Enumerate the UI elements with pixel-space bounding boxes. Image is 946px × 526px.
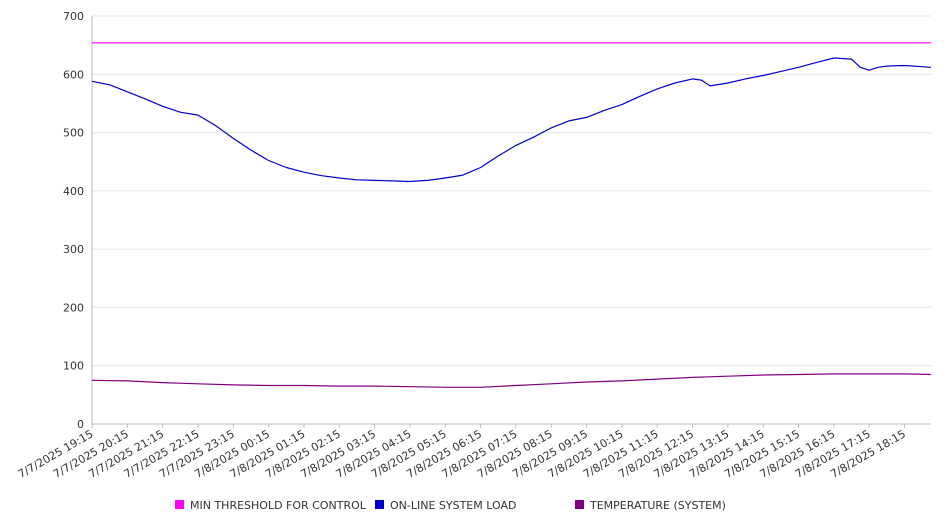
- legend-label: TEMPERATURE (SYSTEM): [589, 499, 726, 512]
- y-tick-label: 500: [63, 127, 84, 140]
- series-lines: [91, 42, 932, 388]
- legend: MIN THRESHOLD FOR CONTROL ON-LINE SYSTEM …: [175, 499, 726, 512]
- series-line-2: [91, 57, 932, 183]
- y-tick-label: 700: [63, 10, 84, 23]
- y-tick-label: 200: [63, 301, 84, 314]
- axes: [91, 16, 931, 428]
- legend-label: MIN THRESHOLD FOR CONTROL: [190, 499, 367, 512]
- y-tick-label: 400: [63, 185, 84, 198]
- legend-label: ON-LINE SYSTEM LOAD: [390, 499, 516, 512]
- legend-swatch: [375, 500, 384, 509]
- y-tick-label: 0: [77, 418, 84, 431]
- gridlines: [92, 15, 931, 425]
- y-tick-label: 300: [63, 243, 84, 256]
- y-tick-label: 100: [63, 360, 84, 373]
- series-line-3: [91, 373, 932, 388]
- y-axis-tick-labels: 0 100 200 300 400 500 600 700: [63, 10, 84, 431]
- legend-swatch: [575, 500, 584, 509]
- legend-swatch: [175, 500, 184, 509]
- x-axis-tick-labels: 7/7/2025 19:157/7/2025 20:157/7/2025 21:…: [16, 427, 908, 481]
- y-tick-label: 600: [63, 68, 84, 81]
